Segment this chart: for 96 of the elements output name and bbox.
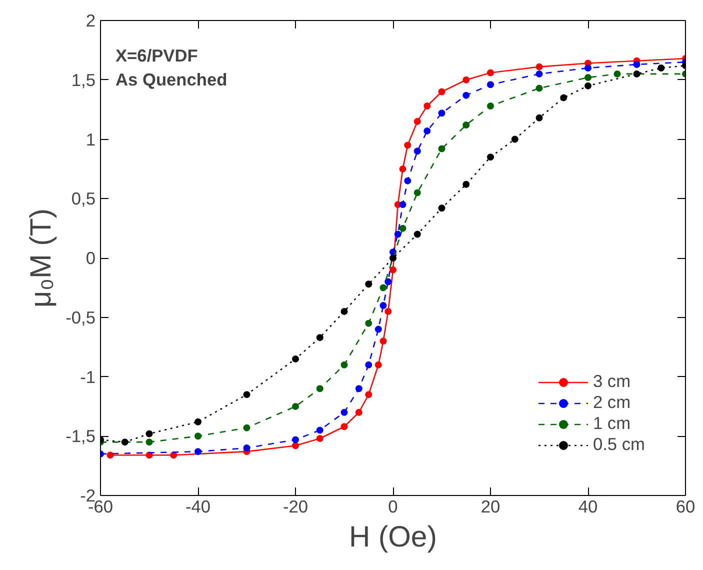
- point: [658, 64, 665, 72]
- point: [462, 180, 470, 188]
- point: [584, 74, 592, 81]
- point: [438, 145, 446, 152]
- point: [365, 391, 372, 398]
- point: [365, 320, 372, 327]
- point: [380, 284, 387, 292]
- point: [170, 452, 178, 459]
- x-tick-label: 20: [480, 496, 500, 516]
- point: [404, 142, 412, 149]
- annotation: X=6/PVDF: [116, 46, 198, 66]
- point: [380, 302, 387, 309]
- point: [390, 266, 396, 274]
- legend-label: 0.5 cm: [592, 434, 645, 455]
- point: [194, 448, 202, 456]
- y-tick-label: 1,5: [71, 70, 96, 90]
- point: [374, 326, 382, 333]
- point: [374, 361, 382, 368]
- point: [584, 64, 592, 72]
- point: [536, 84, 543, 92]
- point: [316, 385, 324, 392]
- point: [194, 418, 202, 426]
- point: [380, 338, 387, 345]
- x-tick-label: 0: [388, 496, 398, 516]
- y-tick-label: -1: [80, 366, 96, 387]
- y-tick-label: -1,5: [66, 426, 96, 446]
- point: [316, 334, 324, 342]
- point: [316, 426, 324, 434]
- point: [384, 278, 392, 286]
- point: [292, 402, 299, 410]
- point: [399, 201, 406, 208]
- point: [340, 361, 348, 368]
- point: [584, 82, 592, 90]
- point: [292, 436, 299, 444]
- point: [438, 88, 446, 96]
- point: [511, 136, 518, 143]
- point: [536, 63, 543, 70]
- point: [399, 224, 406, 232]
- point: [424, 102, 431, 110]
- point: [365, 361, 372, 368]
- y-axis-title: μ₀M (T): [24, 208, 58, 308]
- point: [438, 204, 446, 212]
- point: [438, 110, 446, 117]
- x-tick-label: -40: [185, 496, 211, 516]
- point: [414, 118, 421, 125]
- point: [462, 76, 470, 84]
- point: [633, 70, 640, 78]
- point: [121, 438, 128, 446]
- point: [462, 122, 470, 128]
- x-tick-label: 60: [676, 496, 696, 516]
- point: [536, 114, 543, 122]
- point: [487, 81, 494, 88]
- y-tick-label: 2: [86, 10, 96, 30]
- point: [414, 189, 421, 196]
- point: [394, 230, 402, 238]
- point: [560, 94, 568, 102]
- point: [399, 165, 406, 172]
- point: [462, 92, 470, 99]
- point: [487, 154, 494, 161]
- x-tick-label: -20: [282, 496, 308, 516]
- point: [424, 127, 431, 134]
- x-tick-label: 40: [578, 496, 598, 516]
- point: [536, 70, 543, 78]
- point: [106, 452, 114, 459]
- point: [292, 355, 299, 362]
- point: [146, 438, 153, 446]
- point: [292, 442, 299, 450]
- legend-label: 3 cm: [592, 371, 631, 392]
- point: [243, 424, 250, 432]
- point: [194, 432, 202, 440]
- point: [384, 308, 392, 315]
- point: [340, 423, 348, 430]
- legend-label: 2 cm: [592, 392, 631, 413]
- y-tick-label: 0,5: [71, 188, 96, 209]
- point: [243, 444, 250, 452]
- y-tick-label: -0,5: [66, 307, 96, 328]
- annotation: As Quenched: [116, 70, 228, 90]
- point: [487, 69, 494, 76]
- point: [414, 230, 421, 238]
- point: [316, 435, 324, 442]
- point: [404, 177, 412, 184]
- y-tick-label: 1: [86, 129, 96, 150]
- point: [614, 70, 621, 78]
- point: [487, 102, 494, 110]
- x-axis-title: H (Oe): [349, 520, 438, 554]
- point: [355, 408, 362, 416]
- y-tick-label: 0: [86, 248, 96, 268]
- point: [414, 148, 421, 155]
- point: [146, 430, 153, 438]
- legend-label: 1 cm: [592, 413, 631, 434]
- point: [633, 60, 640, 68]
- point: [365, 280, 372, 288]
- point: [355, 385, 362, 392]
- point: [340, 408, 348, 416]
- point: [340, 308, 348, 315]
- point: [243, 391, 250, 398]
